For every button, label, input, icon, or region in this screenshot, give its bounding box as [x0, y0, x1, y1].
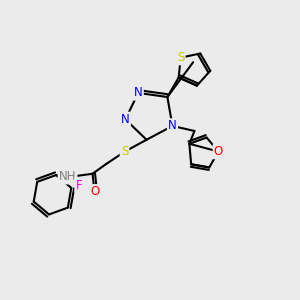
Text: N: N [134, 86, 142, 99]
Text: N: N [168, 119, 177, 133]
Text: O: O [90, 185, 99, 198]
Text: N: N [121, 113, 130, 126]
Text: S: S [177, 51, 184, 64]
Text: NH: NH [59, 170, 76, 183]
Text: S: S [121, 145, 128, 158]
Text: O: O [214, 145, 223, 158]
Text: F: F [76, 179, 82, 192]
